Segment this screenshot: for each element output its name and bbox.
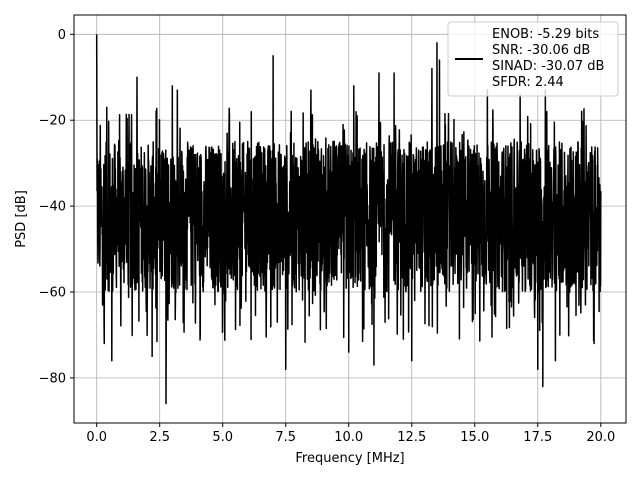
x-tick-label: 2.5: [149, 430, 170, 445]
legend: ENOB: -5.29 bits SNR: -30.06 dB SINAD: -…: [447, 21, 619, 97]
legend-line-enob: ENOB: -5.29 bits: [492, 27, 599, 42]
legend-line-sfdr: SFDR: 2.44: [492, 75, 564, 90]
y-axis-ticks: 0 −20 −40 −60 −80: [39, 28, 74, 386]
y-tick-label: 0: [58, 28, 66, 43]
x-tick-label: 20.0: [586, 430, 615, 445]
x-tick-label: 15.0: [460, 430, 489, 445]
y-tick-label: −40: [39, 200, 66, 215]
x-tick-label: 5.0: [212, 430, 233, 445]
legend-box: [447, 21, 619, 97]
x-tick-label: 17.5: [523, 430, 552, 445]
x-axis-ticks: 0.0 2.5 5.0 7.5 10.0 12.5 15.0 17.5 20.0: [86, 423, 615, 445]
plot-frame: [73, 14, 627, 424]
y-axis-label: PSD [dB]: [14, 190, 29, 248]
y-tick-label: −20: [39, 114, 66, 129]
legend-line-sinad: SINAD: -30.07 dB: [492, 59, 604, 74]
y-tick-label: −60: [39, 286, 66, 301]
x-tick-label: 10.0: [334, 430, 363, 445]
psd-series-line: [95, 34, 602, 405]
x-tick-label: 7.5: [275, 430, 296, 445]
psd-trace-group: [95, 34, 602, 405]
x-tick-label: 12.5: [397, 430, 426, 445]
x-axis-label: Frequency [MHz]: [295, 451, 404, 466]
legend-line-snr: SNR: -30.06 dB: [492, 43, 590, 58]
y-tick-label: −80: [39, 371, 66, 386]
x-tick-label: 0.0: [86, 430, 107, 445]
